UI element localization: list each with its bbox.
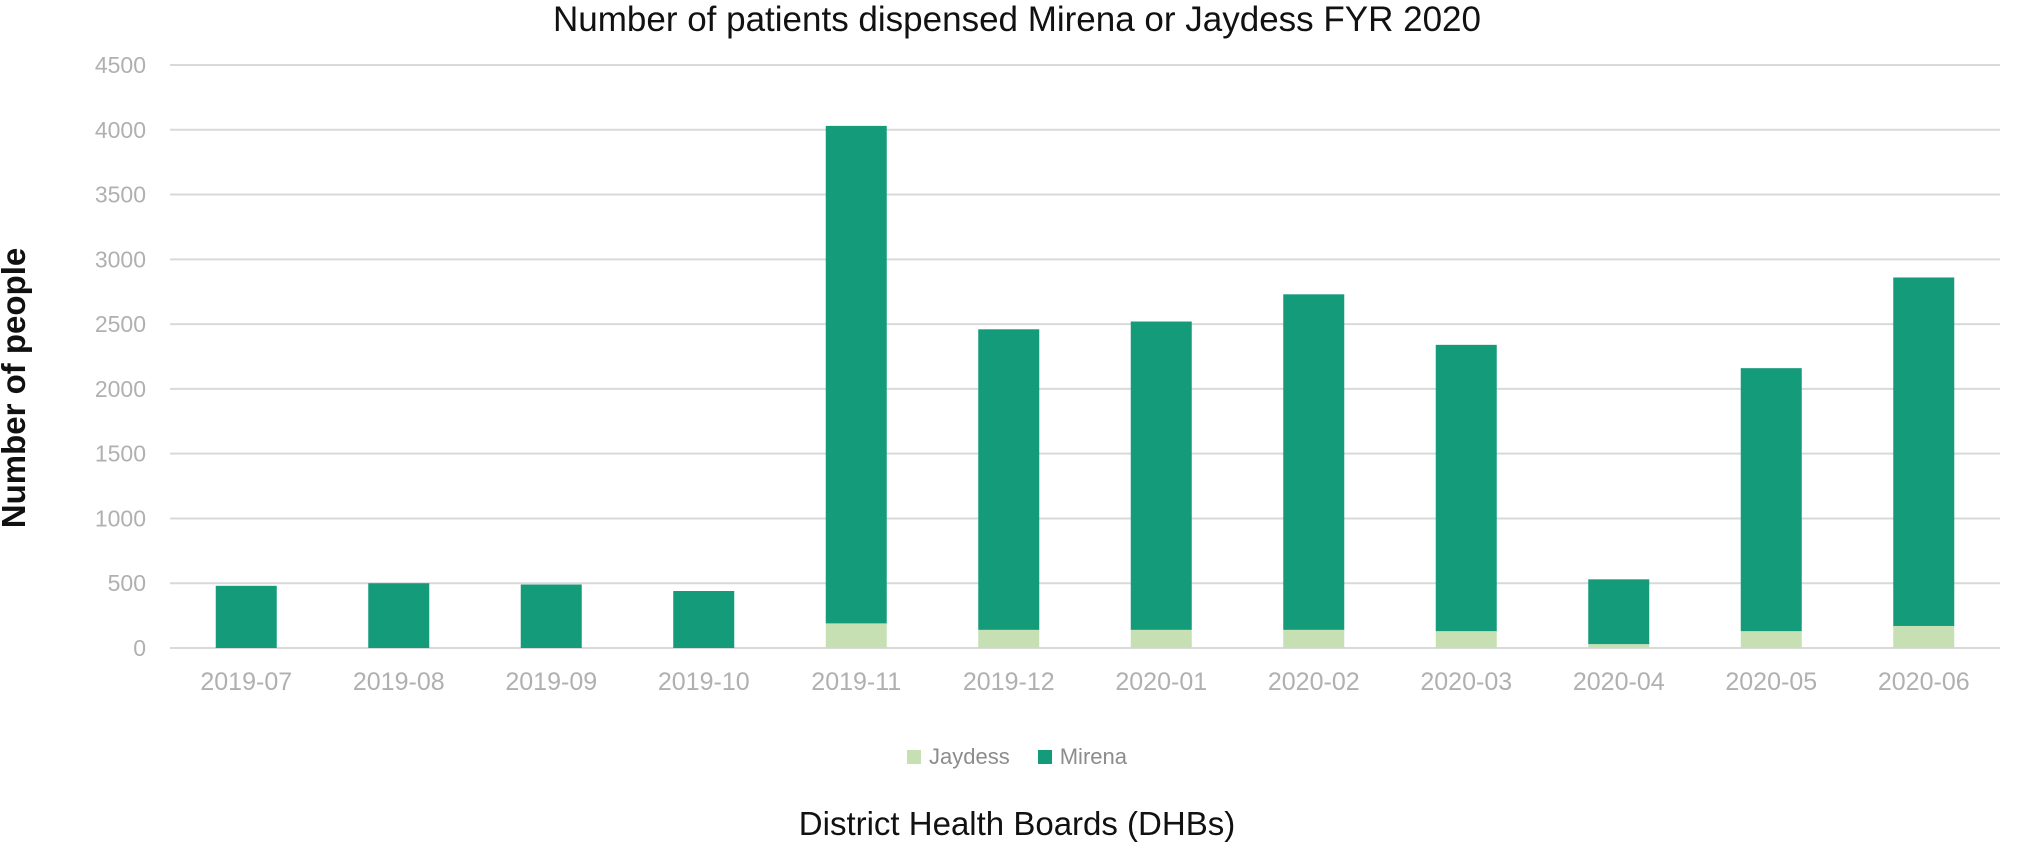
y-tick-label: 1000	[95, 505, 146, 531]
y-tick-label: 0	[133, 635, 146, 661]
legend-swatch	[907, 750, 922, 764]
x-tick-label: 2020-03	[1420, 668, 1512, 696]
legend-label: Jaydess	[929, 744, 1010, 769]
x-tick-label: 2020-05	[1725, 668, 1817, 696]
legend: Jaydess Mirena	[0, 744, 2034, 770]
gridlines	[170, 64, 2000, 649]
x-tick-label: 2020-06	[1878, 668, 1970, 696]
y-tick-label: 2000	[95, 376, 146, 402]
bar-mirena-2019-08	[368, 583, 430, 648]
bar-jaydess-2020-01	[1130, 629, 1192, 648]
bar-jaydess-2020-04	[1588, 644, 1650, 648]
legend-swatch	[1037, 750, 1052, 764]
x-axis-label: District Health Boards (DHBs)	[798, 805, 1236, 842]
bars	[215, 125, 1955, 648]
bar-mirena-2020-04	[1588, 579, 1650, 645]
x-tick-label: 2019-12	[963, 668, 1055, 696]
bar-mirena-2019-10	[673, 590, 735, 648]
legend-item-jaydess: Jaydess	[907, 744, 1010, 770]
y-tick-label: 2500	[95, 311, 146, 337]
y-tick-label: 1500	[95, 441, 146, 467]
x-tick-label: 2020-02	[1268, 668, 1360, 696]
bar-mirena-2020-06	[1893, 277, 1955, 626]
legend-label: Mirena	[1059, 744, 1127, 769]
bar-mirena-2020-03	[1435, 344, 1497, 632]
x-tick-label: 2020-01	[1115, 668, 1207, 696]
bar-mirena-2020-01	[1130, 321, 1192, 630]
bar-mirena-2019-09	[520, 584, 582, 648]
legend-item-mirena: Mirena	[1037, 744, 1127, 770]
y-tick-label: 3000	[95, 246, 146, 272]
bar-mirena-2019-07	[215, 585, 277, 648]
bar-mirena-2020-05	[1740, 368, 1802, 632]
y-tick-label: 500	[108, 570, 146, 596]
bar-mirena-2019-11	[825, 125, 887, 624]
bar-jaydess-2019-12	[978, 629, 1040, 648]
x-tick-label: 2019-09	[505, 668, 597, 696]
bar-jaydess-2019-11	[825, 623, 887, 648]
x-tick-labels: 2019-07 2019-08 2019-09 2019-10 2019-11 2019-…	[200, 668, 1969, 696]
chart-title: Number of patients dispensed Mirena or J…	[553, 0, 1481, 39]
bar-mirena-2019-12	[978, 329, 1040, 630]
bar-jaydess-2020-05	[1740, 631, 1802, 648]
x-tick-label: 2020-04	[1573, 668, 1665, 696]
x-tick-label: 2019-08	[353, 668, 445, 696]
plot-area: 0 500 1000 1500 2000 2500 3000 3500 4000 4500 201…	[95, 52, 2000, 696]
bar-jaydess-2020-03	[1435, 631, 1497, 648]
bar-jaydess-2020-02	[1283, 629, 1345, 648]
y-tick-labels: 0 500 1000 1500 2000 2500 3000 3500 4000 4500	[95, 52, 146, 661]
bar-jaydess-2020-06	[1893, 625, 1955, 648]
x-tick-label: 2019-07	[200, 668, 292, 696]
bar-mirena-2020-02	[1283, 294, 1345, 630]
x-tick-label: 2019-10	[658, 668, 750, 696]
x-tick-label: 2019-11	[811, 668, 901, 696]
y-tick-label: 4500	[95, 52, 146, 78]
y-tick-label: 4000	[95, 117, 146, 143]
y-tick-label: 3500	[95, 182, 146, 208]
